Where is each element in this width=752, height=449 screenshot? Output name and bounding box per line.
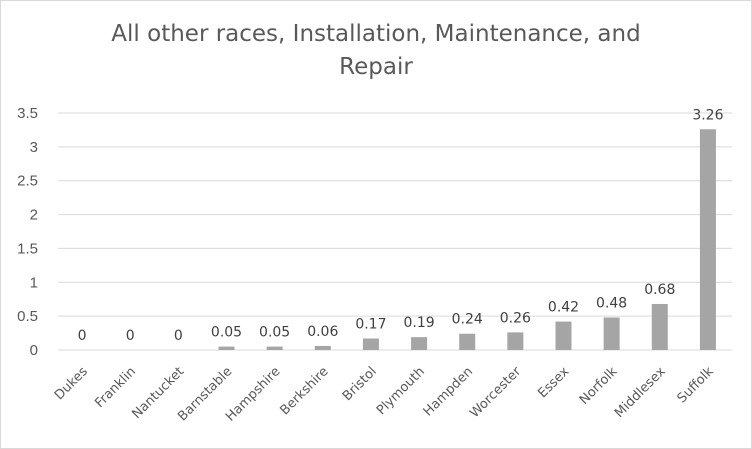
category-label: Dukes	[52, 364, 91, 403]
data-label: 0.06	[307, 324, 338, 340]
y-tick-label: 0.5	[17, 308, 38, 325]
y-tick-label: 0	[30, 342, 38, 359]
y-axis-ticks: 0 0.5 1 1.5 2 2.5 3 3.5	[17, 105, 38, 359]
category-label: Norfolk	[577, 364, 621, 408]
y-tick-label: 3	[30, 139, 38, 156]
bar	[314, 345, 331, 350]
category-label: Plymouth	[374, 364, 428, 418]
bar	[651, 303, 668, 350]
bar	[507, 332, 524, 350]
data-label: 0.24	[452, 312, 483, 328]
category-label: Middlesex	[612, 364, 669, 421]
y-tick-label: 3.5	[17, 105, 38, 122]
y-tick-label: 2	[30, 207, 38, 224]
bar	[603, 317, 620, 350]
data-label: 0.68	[644, 282, 675, 298]
chart-title-line-2: Repair	[339, 54, 413, 80]
data-label: 0.42	[548, 300, 579, 316]
data-label: 0.17	[355, 316, 386, 332]
gridlines	[58, 112, 732, 351]
bar	[555, 321, 572, 350]
data-label: 0	[78, 328, 87, 344]
data-label: 0.48	[596, 295, 627, 311]
bar	[266, 346, 283, 350]
data-label: 0.26	[500, 310, 531, 326]
bars	[218, 129, 716, 350]
bar	[362, 338, 379, 350]
chart-title-line-1: All other races, Installation, Maintenan…	[111, 21, 641, 47]
category-label: Suffolk	[675, 364, 717, 406]
category-label: Franklin	[92, 364, 139, 411]
bar	[411, 337, 428, 350]
category-label: Bristol	[340, 364, 380, 404]
data-label: 0	[126, 328, 135, 344]
data-label: 3.26	[692, 107, 723, 123]
data-label: 0	[174, 328, 183, 344]
chart-title: All other races, Installation, Maintenan…	[0, 18, 752, 84]
y-tick-label: 1	[30, 274, 38, 291]
bar	[699, 129, 716, 350]
category-labels: Dukes FranklinNantucketBarnstableHampshir…	[52, 364, 717, 425]
y-tick-label: 1.5	[17, 240, 38, 257]
category-label: Berkshire	[278, 364, 332, 418]
data-label: 0.05	[211, 325, 242, 341]
y-tick-label: 2.5	[17, 173, 38, 190]
category-label: Worcester	[467, 364, 524, 421]
data-label: 0.19	[403, 315, 434, 331]
data-labels: 0 0 0 0.05 0.05 0.06 0.17 0.19 0.24 0.26 0.42 0.48 0…	[78, 107, 724, 344]
category-label: Essex	[535, 364, 572, 401]
data-label: 0.05	[259, 325, 290, 341]
bar	[218, 346, 235, 350]
bar	[459, 333, 476, 350]
